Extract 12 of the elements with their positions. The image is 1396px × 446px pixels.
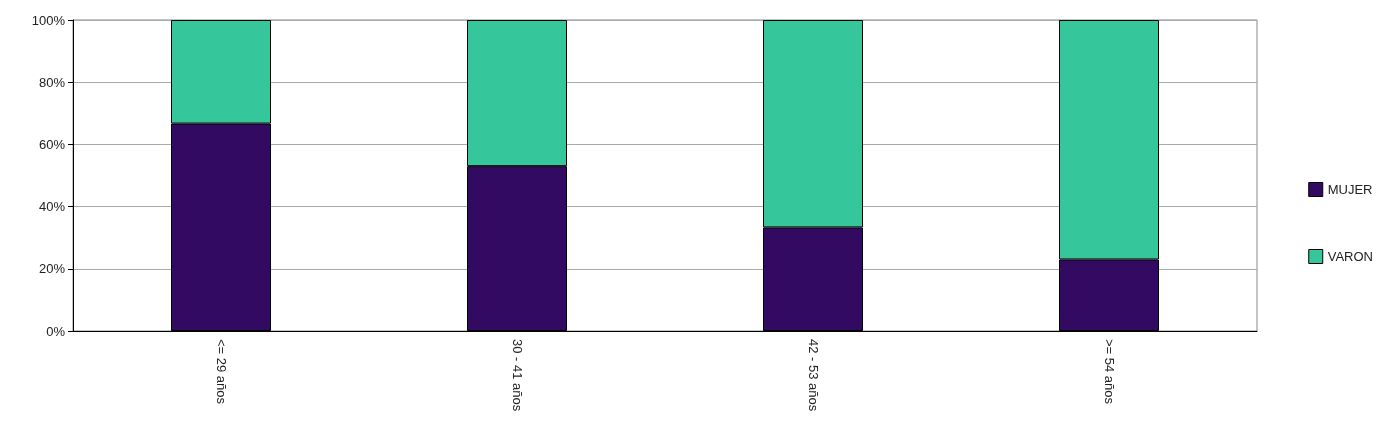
- y-tick-label: 40%: [38, 199, 66, 215]
- y-tick-label: 100%: [31, 12, 66, 28]
- y-tick-label: 0%: [46, 323, 66, 339]
- x-tick-label: <= 29 años: [213, 339, 229, 405]
- y-tick-label: 60%: [38, 136, 66, 152]
- legend-label: MUJER: [1327, 182, 1373, 197]
- x-tick-label: 30 - 41 años: [509, 339, 525, 412]
- y-tick-label: 80%: [38, 74, 66, 90]
- x-tick-label: >= 54 años: [1101, 339, 1117, 405]
- legend-label: VARON: [1327, 249, 1373, 264]
- y-tick-label: 20%: [38, 261, 66, 277]
- x-tick-label: 42 - 53 años: [805, 339, 821, 412]
